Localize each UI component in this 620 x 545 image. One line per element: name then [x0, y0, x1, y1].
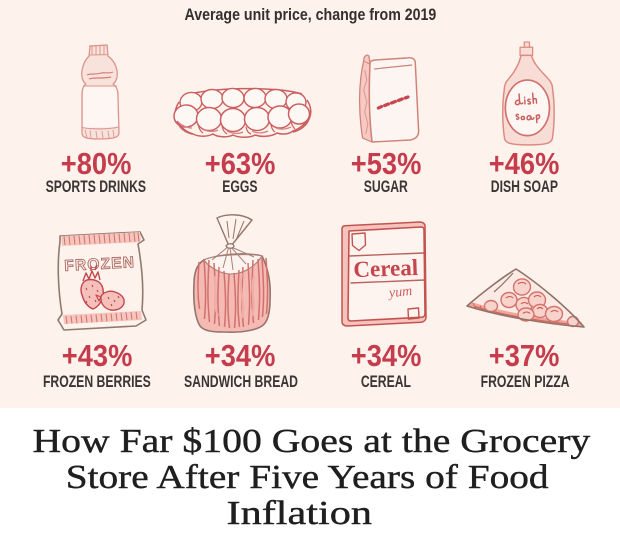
svg-text:Cereal: Cereal	[353, 255, 419, 282]
svg-text:yum: yum	[386, 284, 413, 302]
svg-text:FROZEN: FROZEN	[64, 254, 136, 275]
